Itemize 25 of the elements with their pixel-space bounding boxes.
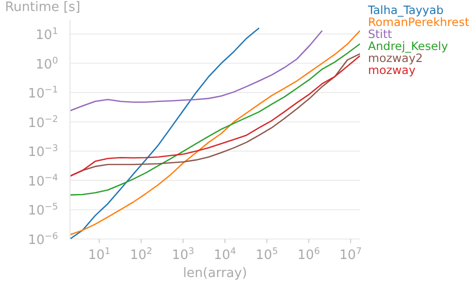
x-tick-label: 10$^{7}$ <box>339 247 362 263</box>
line-series <box>70 30 323 112</box>
y-tick-label: 10$^{−6}$ <box>28 232 58 248</box>
line-series <box>70 43 360 196</box>
text: Talha_Tayyab <box>368 3 445 17</box>
series-label: Andrej_Kesely <box>368 39 450 53</box>
text: Stitt <box>368 27 394 41</box>
x-tick-label: 10$^{6}$ <box>298 247 320 263</box>
x-tick-label: 10$^{5}$ <box>256 247 278 263</box>
x-axis-title: len(array) <box>182 266 248 281</box>
line-series <box>70 27 260 239</box>
y-tick-label: 10$^{−3}$ <box>28 144 58 160</box>
x-tick-label: 10$^{3}$ <box>172 247 194 263</box>
x-tick-label: 10$^{1}$ <box>88 247 110 263</box>
y-tick-label: 10$^{−5}$ <box>28 202 58 219</box>
y-tick-label: 10$^{−4}$ <box>28 173 58 190</box>
y-tick-label: 10$^{−2}$ <box>28 114 58 131</box>
x-tick-label: 10$^{2}$ <box>130 247 152 263</box>
y-tick-label: 10$^{−1}$ <box>28 86 58 102</box>
y-axis-title: Runtime [s] <box>5 0 80 15</box>
y-tick-label: 10$^{1}$ <box>36 26 58 43</box>
y-tick-label: 10$^{0}$ <box>36 56 58 72</box>
x-tick-label: 10$^{4}$ <box>214 247 236 263</box>
series-label: mozway <box>368 63 416 77</box>
line-series <box>70 30 360 236</box>
